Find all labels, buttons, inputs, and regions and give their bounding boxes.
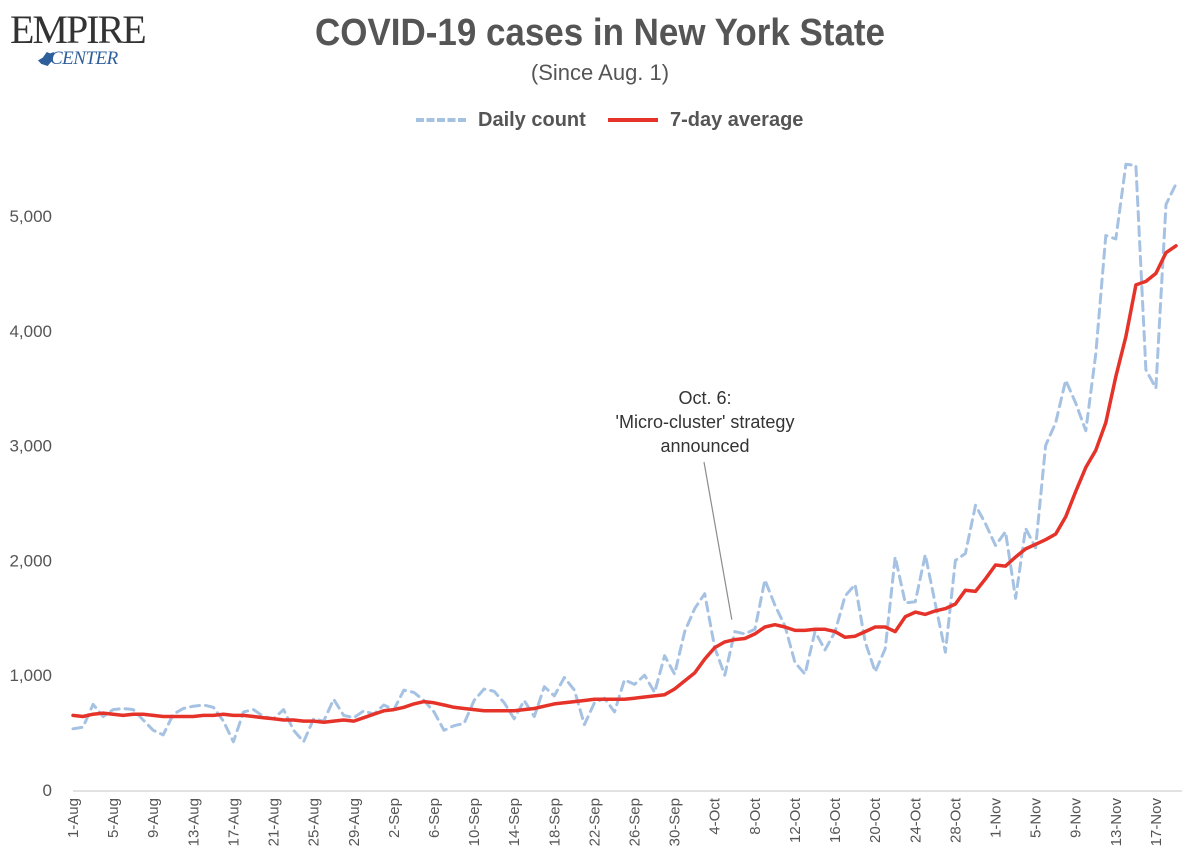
legend-label-average: 7-day average xyxy=(670,108,804,131)
daily-count-line xyxy=(71,162,1178,744)
logo-wordmark-bottom: CENTER xyxy=(50,48,118,69)
legend-item-average: 7-day average xyxy=(608,105,803,135)
annotation-line-1: Oct. 6: xyxy=(678,388,732,408)
annotation-leader-line xyxy=(703,461,733,620)
chart-title: COVID-19 cases in New York State xyxy=(315,12,885,54)
x-tick-label: 26-Sep xyxy=(627,798,644,846)
x-tick-label: 20-Oct xyxy=(867,797,884,843)
x-tick-label: 28-Oct xyxy=(947,797,964,843)
chart-annotation: Oct. 6: 'Micro-cluster' strategy announc… xyxy=(570,386,840,458)
x-tick-label: 1-Nov xyxy=(988,798,1005,839)
x-tick-label: 25-Aug xyxy=(306,798,323,846)
chart-legend: Daily count 7-day average xyxy=(0,105,1200,135)
x-tick-label: 22-Sep xyxy=(586,798,603,846)
chart-subtitle: (Since Aug. 1) xyxy=(530,60,670,85)
x-tick-label: 17-Nov xyxy=(1148,798,1165,847)
x-tick-label: 13-Nov xyxy=(1108,798,1125,847)
legend-swatch-average xyxy=(608,118,658,122)
legend-label-daily: Daily count xyxy=(478,108,586,131)
y-tick-label: 4,000 xyxy=(9,322,52,341)
x-tick-label: 18-Sep xyxy=(546,798,563,846)
y-tick-label: 5,000 xyxy=(9,207,52,226)
y-tick-label: 0 xyxy=(43,781,52,800)
logo-wordmark-top: EMPIRE xyxy=(10,7,147,52)
y-tick-label: 2,000 xyxy=(9,551,52,570)
x-tick-label: 1-Aug xyxy=(65,798,82,838)
x-tick-label: 5-Aug xyxy=(105,798,122,838)
x-tick-label: 2-Sep xyxy=(386,798,403,838)
y-tick-label: 1,000 xyxy=(9,666,52,685)
seven-day-average-line xyxy=(71,244,1178,725)
x-tick-label: 9-Aug xyxy=(145,798,162,838)
y-tick-label: 3,000 xyxy=(9,437,52,456)
legend-swatch-daily xyxy=(416,118,466,122)
x-tick-label: 30-Sep xyxy=(667,798,684,846)
legend-item-daily: Daily count xyxy=(416,105,586,135)
annotation-line-2: 'Micro-cluster' strategy xyxy=(615,412,795,432)
x-tick-label: 12-Oct xyxy=(787,797,804,843)
x-tick-label: 14-Sep xyxy=(506,798,523,846)
x-tick-label: 10-Sep xyxy=(466,798,483,846)
x-tick-label: 16-Oct xyxy=(827,797,844,843)
x-tick-label: 4-Oct xyxy=(707,797,724,835)
x-tick-label: 24-Oct xyxy=(907,797,924,843)
annotation-line-3: announced xyxy=(660,436,750,456)
empire-center-logo: EMPIRE CENTER xyxy=(10,7,147,74)
x-tick-label: 13-Aug xyxy=(185,798,202,846)
x-tick-label: 9-Nov xyxy=(1068,798,1085,839)
x-tick-label: 8-Oct xyxy=(747,797,764,835)
x-tick-label: 29-Aug xyxy=(346,798,363,846)
x-tick-label: 21-Aug xyxy=(266,798,283,846)
x-tick-label: 5-Nov xyxy=(1028,798,1045,839)
x-tick-label: 6-Sep xyxy=(426,798,443,838)
x-tick-label: 17-Aug xyxy=(225,798,242,846)
